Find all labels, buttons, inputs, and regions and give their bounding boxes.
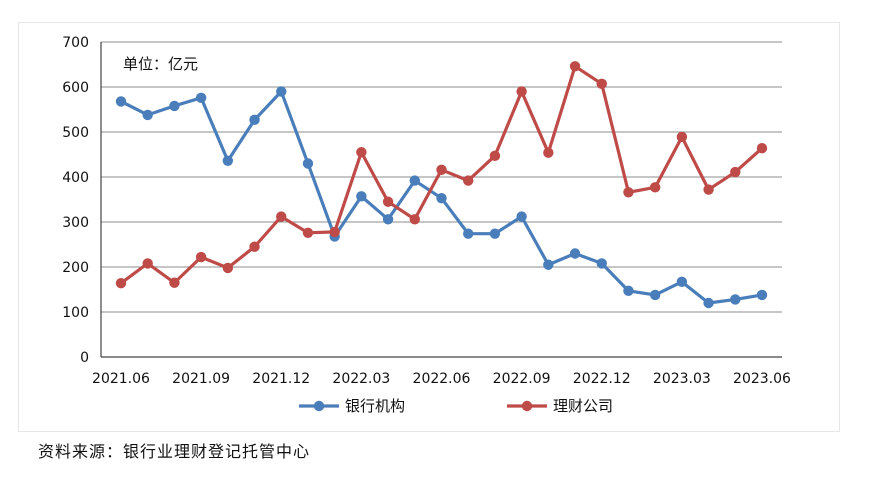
data-point [382,214,394,225]
data-point [249,114,260,126]
data-point [516,211,527,222]
y-tick-label: 0 [80,350,89,366]
data-point [676,276,688,288]
x-axis-ticks: 2021.06 2021.09 2021.12 2022.03 2022.06 2022.… [92,371,791,387]
legend: 银行机构 理财公司 [299,397,613,415]
series-2 [115,61,768,289]
data-point [436,164,447,175]
y-tick-label: 500 [62,125,89,141]
data-point [276,211,287,222]
x-tick-label: 2023.03 [653,371,711,387]
data-point [222,262,234,274]
data-point [195,92,207,104]
legend-swatch-marker [521,400,533,412]
x-tick-label: 2022.09 [493,371,551,387]
data-point [596,78,607,90]
legend-label: 银行机构 [345,397,405,415]
legend-label: 理财公司 [553,397,613,415]
data-point [329,226,340,238]
x-tick-label: 2021.12 [252,371,310,387]
data-point [730,166,741,178]
x-tick-label: 2022.06 [413,371,471,387]
series-lines [115,61,768,309]
data-point [302,227,314,238]
data-point [543,259,554,270]
data-point [382,196,394,207]
legend-item-1: 银行机构 [299,397,405,415]
data-point [409,175,420,186]
data-point [756,289,768,301]
data-point [703,184,714,195]
data-point [489,150,501,162]
series-1 [115,86,768,309]
data-point [516,86,527,97]
y-tick-label: 700 [62,35,89,51]
data-point [569,61,581,72]
source-note: 资料来源：银行业理财登记托管中心 [38,442,311,461]
data-point [489,228,501,239]
data-point [356,191,367,202]
data-point [115,278,127,289]
data-point [436,192,447,204]
data-point [169,100,180,112]
data-point [596,258,607,269]
data-point [115,96,127,107]
y-tick-label: 200 [62,260,89,276]
chart-frame: 0 100 200 300 400 500 600 700 2021.06 2021.09 202… [18,22,840,432]
data-point [249,241,260,252]
data-point [623,187,634,198]
y-tick-label: 400 [62,170,89,186]
data-point [169,277,180,288]
data-point [302,158,314,169]
legend-item-2: 理财公司 [507,397,613,415]
data-point [730,294,741,305]
data-point [569,248,581,259]
x-tick-label: 2022.03 [332,371,390,387]
data-point [142,258,153,269]
data-point [676,131,688,143]
unit-label: 单位：亿元 [123,55,198,73]
x-tick-label: 2023.06 [733,371,791,387]
y-tick-label: 300 [62,215,89,231]
legend-swatch-marker [313,400,325,412]
data-point [543,147,554,158]
data-point [356,147,367,158]
data-point [463,228,474,239]
x-tick-label: 2021.06 [92,371,150,387]
y-tick-label: 600 [62,80,89,96]
data-point [623,285,634,297]
data-point [195,251,207,263]
data-point [222,155,234,166]
data-point [409,214,420,225]
data-point [463,175,474,186]
data-point [649,289,661,301]
data-point [649,182,661,193]
data-point [703,297,714,309]
data-point [142,109,153,121]
y-axis-ticks: 0 100 200 300 400 500 600 700 [62,35,89,366]
data-point [276,86,287,97]
x-tick-label: 2022.12 [573,371,631,387]
x-tick-label: 2021.09 [172,371,230,387]
y-tick-label: 100 [62,305,89,321]
data-point [756,143,768,154]
